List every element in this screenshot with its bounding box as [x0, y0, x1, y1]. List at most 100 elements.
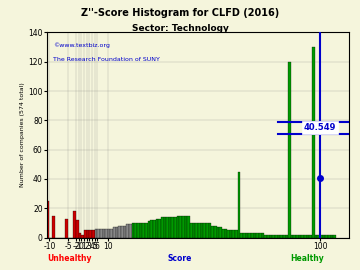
Bar	[87, 230, 89, 238]
Bar	[203, 223, 206, 238]
Bar	[315, 235, 318, 238]
Bar	[140, 223, 142, 238]
Bar	[198, 223, 201, 238]
Bar	[293, 235, 296, 238]
Bar	[256, 233, 259, 238]
Bar	[111, 229, 113, 238]
Bar	[161, 217, 163, 238]
Bar	[328, 235, 330, 238]
Bar	[188, 216, 190, 238]
Bar	[301, 235, 304, 238]
Bar	[97, 229, 100, 238]
Bar	[283, 235, 285, 238]
Bar	[299, 235, 301, 238]
Bar	[166, 217, 169, 238]
Bar	[150, 220, 153, 238]
Bar	[275, 235, 278, 238]
Bar	[108, 229, 111, 238]
Bar	[52, 216, 55, 238]
Bar	[285, 235, 288, 238]
Bar	[208, 223, 211, 238]
Text: Sector: Technology: Sector: Technology	[131, 24, 229, 33]
Bar	[288, 62, 291, 238]
Bar	[267, 235, 270, 238]
Bar	[211, 226, 214, 238]
Bar	[206, 223, 208, 238]
Bar	[179, 216, 182, 238]
Bar	[219, 227, 222, 238]
Bar	[145, 223, 148, 238]
Bar	[116, 227, 118, 238]
Bar	[330, 235, 333, 238]
Bar	[264, 235, 267, 238]
Bar	[84, 230, 87, 238]
Bar	[142, 223, 145, 238]
Bar	[153, 220, 156, 238]
Bar	[333, 235, 336, 238]
Bar	[323, 235, 325, 238]
Bar	[251, 233, 254, 238]
Y-axis label: Number of companies (574 total): Number of companies (574 total)	[21, 83, 25, 187]
Bar	[76, 220, 78, 238]
Bar	[103, 229, 105, 238]
Bar	[126, 224, 129, 238]
Bar	[318, 235, 320, 238]
Bar	[118, 226, 121, 238]
Bar	[163, 217, 166, 238]
Bar	[254, 233, 256, 238]
Bar	[217, 227, 219, 238]
Bar	[73, 211, 76, 238]
Bar	[95, 229, 97, 238]
Bar	[195, 223, 198, 238]
Bar	[246, 233, 248, 238]
Bar	[312, 47, 315, 238]
Bar	[81, 235, 84, 238]
Bar	[259, 233, 262, 238]
Bar	[105, 229, 108, 238]
Bar	[158, 218, 161, 238]
Bar	[169, 217, 171, 238]
Text: Score: Score	[168, 254, 192, 263]
Bar	[66, 218, 68, 238]
Bar	[132, 223, 134, 238]
Bar	[262, 233, 264, 238]
Bar	[296, 235, 299, 238]
Bar	[270, 235, 272, 238]
Bar	[156, 218, 158, 238]
Bar	[177, 216, 179, 238]
Bar	[291, 235, 293, 238]
Bar	[272, 235, 275, 238]
Bar	[280, 235, 283, 238]
Bar	[193, 223, 195, 238]
Bar	[89, 230, 92, 238]
Bar	[121, 226, 124, 238]
Bar	[243, 233, 246, 238]
Bar	[47, 201, 49, 238]
Bar	[137, 223, 140, 238]
Bar	[134, 223, 137, 238]
Text: Z''-Score Histogram for CLFD (2016): Z''-Score Histogram for CLFD (2016)	[81, 8, 279, 18]
Bar	[235, 230, 238, 238]
Bar	[238, 172, 240, 238]
Bar	[309, 235, 312, 238]
Bar	[307, 235, 309, 238]
Bar	[233, 230, 235, 238]
Text: ©www.textbiz.org: ©www.textbiz.org	[53, 43, 110, 48]
Text: Unhealthy: Unhealthy	[47, 254, 91, 263]
Bar	[100, 229, 103, 238]
Bar	[240, 233, 243, 238]
Text: The Research Foundation of SUNY: The Research Foundation of SUNY	[53, 57, 160, 62]
Bar	[113, 227, 116, 238]
Text: Healthy: Healthy	[290, 254, 324, 263]
Bar	[129, 224, 132, 238]
Bar	[248, 233, 251, 238]
Bar	[185, 216, 188, 238]
Bar	[325, 235, 328, 238]
Bar	[182, 216, 185, 238]
Bar	[320, 235, 323, 238]
Bar	[304, 235, 307, 238]
Bar	[222, 229, 225, 238]
Bar	[227, 230, 230, 238]
Bar	[174, 217, 177, 238]
Bar	[225, 229, 227, 238]
